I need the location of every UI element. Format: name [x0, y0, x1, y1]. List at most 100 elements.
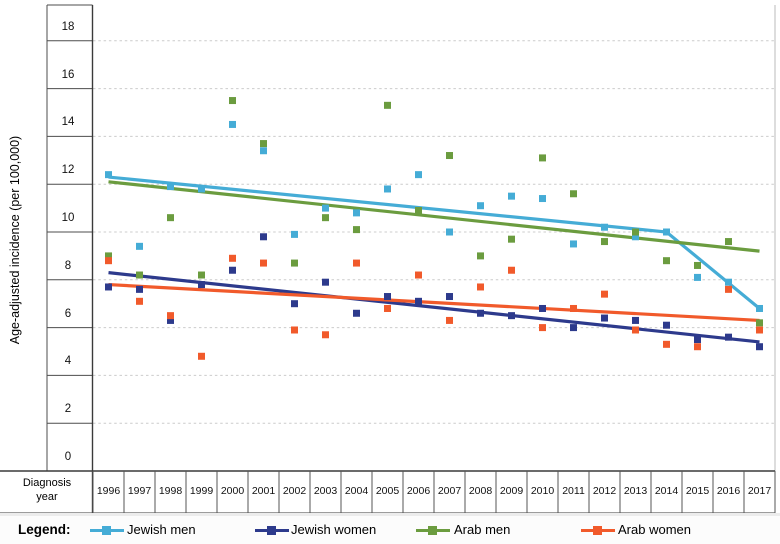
data-point-arab-men — [725, 238, 732, 246]
data-point-jewish-men — [384, 185, 391, 193]
data-point-jewish-women — [539, 304, 546, 312]
data-point-jewish-women — [291, 300, 298, 308]
x-tick-label: 2001 — [251, 485, 276, 497]
data-point-arab-men — [539, 154, 546, 162]
trend-line-arab-men — [108, 180, 760, 253]
data-point-jewish-women — [725, 333, 732, 341]
data-point-jewish-women — [663, 321, 670, 329]
data-point-arab-men — [632, 228, 639, 236]
data-point-arab-women — [415, 271, 422, 279]
x-tick-label: 2003 — [313, 485, 338, 497]
data-point-arab-men — [136, 271, 143, 279]
x-tick-label: 2007 — [437, 485, 462, 497]
data-point-jewish-men — [105, 171, 112, 179]
x-tick-label: 1996 — [96, 485, 121, 497]
y-tick-label: 0 — [64, 451, 72, 463]
x-tick-label: 1999 — [189, 485, 214, 497]
legend-marker-icon — [267, 526, 276, 535]
data-point-arab-women — [725, 285, 732, 293]
data-point-jewish-men — [167, 183, 174, 191]
x-tick-label: 2011 — [562, 485, 585, 497]
x-tick-label: 2002 — [282, 485, 307, 497]
data-point-jewish-women — [136, 285, 143, 293]
legend-label-jewish-men: Jewish men — [127, 522, 196, 537]
y-tick-label: 8 — [64, 259, 72, 272]
trend-line-arab-women — [108, 282, 760, 323]
x-tick-label: 2012 — [592, 485, 617, 497]
legend-heading: Legend: — [18, 522, 71, 537]
data-point-jewish-men — [570, 240, 577, 248]
data-point-jewish-men — [291, 230, 298, 238]
data-point-arab-women — [291, 326, 298, 334]
data-point-jewish-women — [260, 233, 267, 241]
x-tick-label: 2013 — [623, 485, 648, 497]
data-point-arab-men — [198, 271, 205, 279]
data-point-jewish-men — [260, 147, 267, 155]
legend-swatch-arab-men — [416, 526, 450, 535]
data-point-arab-women — [601, 290, 608, 298]
data-point-jewish-women — [601, 314, 608, 322]
data-point-jewish-women — [694, 336, 701, 344]
data-point-jewish-women — [477, 309, 484, 317]
data-point-jewish-men — [477, 202, 484, 210]
data-point-jewish-women — [105, 283, 112, 291]
data-point-jewish-women — [198, 281, 205, 289]
data-point-arab-men — [477, 252, 484, 260]
data-point-arab-men — [508, 235, 515, 243]
y-tick-label: 10 — [61, 212, 75, 224]
x-tick-label: 2017 — [747, 485, 772, 497]
data-point-arab-women — [756, 326, 763, 334]
data-point-arab-men — [446, 152, 453, 160]
data-point-arab-women — [322, 331, 329, 339]
legend-label-jewish-women: Jewish women — [291, 522, 377, 537]
data-point-arab-men — [353, 226, 360, 234]
data-point-jewish-men — [756, 304, 763, 312]
data-point-jewish-men — [539, 195, 546, 203]
data-point-arab-women — [105, 257, 112, 265]
data-point-arab-women — [229, 254, 236, 262]
data-point-arab-men — [415, 206, 422, 214]
x-tick-label: 2008 — [468, 485, 493, 497]
data-point-jewish-men — [229, 120, 236, 128]
legend-marker-icon — [102, 526, 111, 535]
data-point-jewish-men — [322, 204, 329, 212]
data-point-jewish-women — [353, 309, 360, 317]
data-point-arab-women — [632, 326, 639, 334]
data-point-arab-men — [260, 140, 267, 148]
data-point-jewish-women — [322, 278, 329, 286]
data-point-jewish-women — [446, 293, 453, 301]
data-point-arab-women — [260, 259, 267, 267]
data-point-arab-women — [136, 297, 143, 305]
legend-label-arab-women: Arab women — [618, 522, 691, 537]
data-point-arab-men — [663, 257, 670, 265]
data-point-jewish-women — [167, 316, 174, 324]
x-tick-label: 2000 — [220, 485, 245, 497]
data-point-jewish-men — [601, 223, 608, 231]
data-point-arab-women — [694, 343, 701, 351]
data-point-arab-men — [105, 252, 112, 260]
data-point-arab-women — [663, 340, 670, 348]
x-tick-label: 2010 — [530, 485, 555, 497]
y-tick-label: 16 — [61, 68, 75, 81]
data-point-jewish-men — [446, 228, 453, 236]
data-point-jewish-women — [384, 293, 391, 301]
data-point-jewish-men — [415, 171, 422, 179]
data-point-arab-women — [446, 316, 453, 324]
data-point-jewish-women — [756, 343, 763, 351]
legend-label-arab-men: Arab men — [454, 522, 511, 537]
x-tick-label: 2006 — [406, 485, 431, 497]
legend-marker-icon — [428, 526, 437, 535]
x-axis-title-line1: Diagnosis — [22, 477, 72, 489]
data-point-arab-women — [167, 312, 174, 320]
data-point-arab-men — [384, 101, 391, 109]
data-point-arab-women — [477, 283, 484, 291]
data-point-arab-women — [353, 259, 360, 267]
data-point-arab-women — [508, 266, 515, 274]
data-point-arab-men — [229, 97, 236, 105]
x-tick-label: 2014 — [654, 485, 679, 497]
y-tick-label: 2 — [64, 403, 72, 416]
x-axis-title-line2: year — [36, 491, 58, 503]
data-point-arab-women — [570, 304, 577, 312]
